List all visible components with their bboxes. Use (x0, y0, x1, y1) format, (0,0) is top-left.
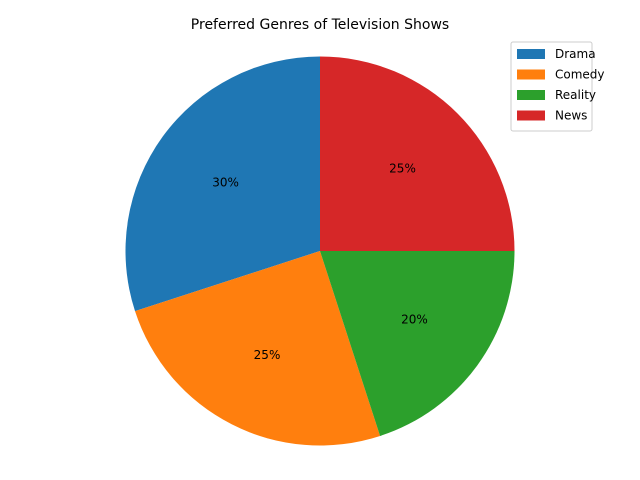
legend-frame (510, 41, 593, 132)
pie-slice-comedy (135, 251, 381, 446)
pie-label-news: 25% (389, 161, 416, 175)
pie-label-drama: 30% (212, 175, 239, 189)
legend-swatch-drama (517, 49, 545, 59)
legend-label-reality: Reality (555, 88, 596, 102)
pie-label-comedy: 25% (254, 348, 281, 362)
pie-slice-news (320, 56, 515, 251)
legend-swatch-reality (517, 90, 545, 100)
legend-label-drama: Drama (555, 47, 596, 61)
legend-swatch-news (517, 110, 545, 121)
legend-label-comedy: Comedy (555, 68, 605, 82)
pie-slice-drama (125, 56, 320, 312)
pie-label-reality: 20% (401, 313, 428, 327)
pie-percent-labels: 30% 25% 20% 25% (212, 161, 427, 362)
legend: Drama Comedy Reality News (510, 41, 605, 132)
legend-label-news: News (555, 109, 587, 123)
legend-items: Drama Comedy Reality News (517, 47, 605, 123)
legend-swatch-comedy (517, 69, 545, 80)
chart-title: Preferred Genres of Television Shows (191, 17, 449, 33)
pie-slice-reality (320, 251, 515, 436)
pie-slices (125, 56, 515, 446)
